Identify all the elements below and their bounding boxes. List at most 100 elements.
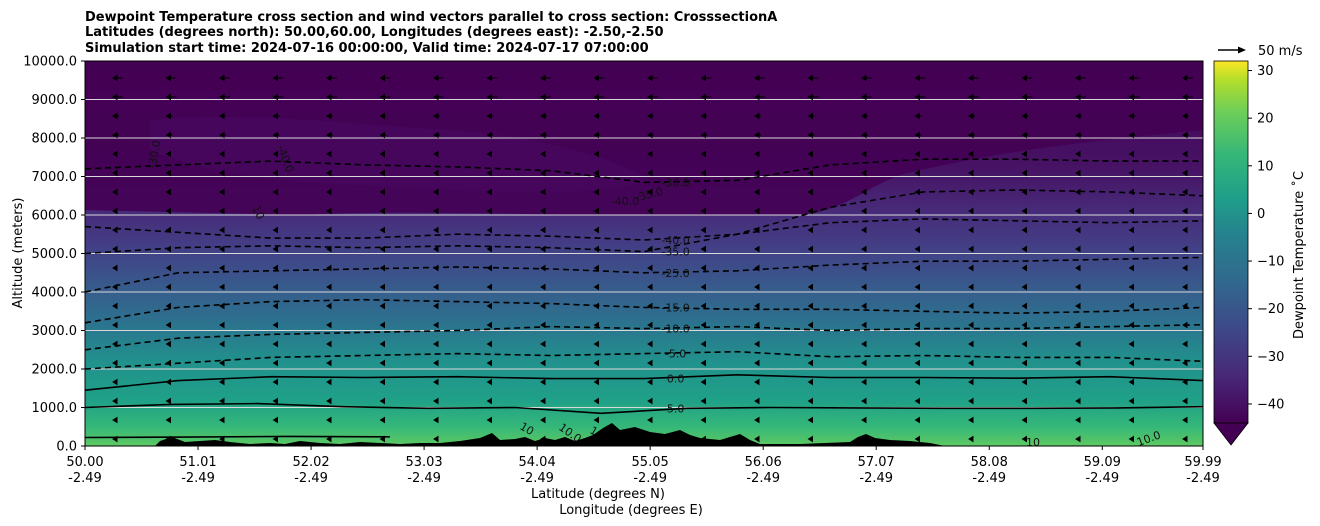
colorbar-tick-label: −20 <box>1257 302 1284 317</box>
wind-vector <box>1021 359 1027 367</box>
wind-vector <box>272 283 278 291</box>
wind-vector <box>914 264 920 272</box>
contour-label: -15.0 <box>661 301 689 314</box>
wind-vector <box>968 207 974 215</box>
contour-line <box>84 350 1204 370</box>
quiver-key-arrowhead <box>1238 46 1246 54</box>
y-axis-label: Altitude (meters) <box>11 198 26 309</box>
wind-vector <box>861 321 867 329</box>
wind-vector <box>861 112 868 120</box>
wind-vector <box>379 131 387 139</box>
wind-vector <box>1021 150 1027 158</box>
wind-vector <box>647 397 653 405</box>
wind-vector <box>486 283 492 291</box>
plot-area: 5.00.0-5.0-10.0-15.0-25.0-35.0-40.0-30.0… <box>84 60 1204 449</box>
wind-vector <box>700 188 706 196</box>
wind-vector <box>433 150 439 158</box>
wind-vector <box>112 226 118 234</box>
wind-vector <box>433 340 439 348</box>
wind-vector <box>486 74 498 82</box>
wind-vector <box>700 150 706 158</box>
wind-vector <box>1182 397 1188 405</box>
wind-vector <box>861 131 868 139</box>
x-tick-label-secondary: -2.49 <box>181 471 215 486</box>
wind-vector <box>807 397 813 405</box>
wind-vector <box>647 264 653 272</box>
wind-vector <box>1075 283 1081 291</box>
wind-vector <box>433 435 439 443</box>
x-axis: 50.00-2.4951.01-2.4952.02-2.4953.03-2.49… <box>66 446 1222 486</box>
wind-vector <box>593 321 599 329</box>
y-axis: 0.0 1000.0 2000.0 3000.0 4000.0 5000.0 6000.0 7… <box>23 55 85 455</box>
x-tick-label: 55.05 <box>632 455 669 470</box>
wind-vector <box>219 302 225 310</box>
wind-vector <box>326 359 332 367</box>
wind-vector <box>807 416 813 424</box>
wind-vector <box>1021 74 1033 82</box>
wind-vector <box>219 397 225 405</box>
wind-vector <box>1182 340 1188 348</box>
contour-label: -30.0 <box>146 139 164 169</box>
wind-vector <box>1182 169 1188 177</box>
wind-vector <box>914 74 926 82</box>
wind-vector <box>861 74 872 82</box>
wind-vector <box>219 150 225 158</box>
wind-vector <box>861 245 867 253</box>
wind-vector <box>486 340 492 348</box>
wind-vector <box>1075 169 1081 177</box>
wind-vector <box>1128 321 1134 329</box>
wind-vector <box>326 74 337 82</box>
wind-vector <box>593 226 599 234</box>
wind-vector <box>486 188 492 196</box>
wind-vector <box>165 283 171 291</box>
y-tick-label: 9000.0 <box>32 93 78 108</box>
wind-vector <box>540 378 546 386</box>
contour-label: -40.0 <box>661 234 689 247</box>
wind-vector <box>1182 283 1188 291</box>
wind-vector <box>326 435 332 443</box>
wind-vector <box>914 112 922 120</box>
wind-vector <box>1182 359 1188 367</box>
wind-vector <box>593 169 599 177</box>
wind-vector <box>807 93 819 101</box>
wind-vector <box>754 397 760 405</box>
wind-vector <box>272 112 280 120</box>
contour-label: -40.0 <box>611 195 639 208</box>
wind-vector <box>540 264 546 272</box>
wind-vector <box>219 283 225 291</box>
wind-vector <box>1075 226 1081 234</box>
wind-vector <box>1075 245 1081 253</box>
wind-vector <box>379 359 385 367</box>
wind-vector <box>112 340 118 348</box>
wind-vector <box>1075 188 1081 196</box>
wind-vector <box>486 207 492 215</box>
wind-vector <box>861 93 872 101</box>
wind-vector <box>326 378 332 386</box>
x-tick-label-secondary: -2.49 <box>1186 471 1220 486</box>
wind-vector <box>1182 321 1188 329</box>
wind-vector <box>593 74 605 82</box>
wind-vector <box>807 378 813 386</box>
colorbar-tick-label: 0 <box>1257 207 1265 222</box>
wind-vector <box>486 245 492 253</box>
wind-vector <box>1128 359 1134 367</box>
x-tick-label: 58.08 <box>971 455 1008 470</box>
wind-vector <box>540 93 551 101</box>
wind-vector <box>219 74 230 82</box>
wind-vector <box>486 226 492 234</box>
wind-vector <box>486 264 492 272</box>
wind-vector <box>968 283 974 291</box>
wind-vector <box>379 93 391 101</box>
wind-vector <box>112 416 118 424</box>
wind-vector <box>807 188 813 196</box>
wind-vector <box>700 245 706 253</box>
wind-vector <box>968 226 974 234</box>
wind-vector <box>807 169 813 177</box>
wind-vector <box>165 188 171 196</box>
wind-vector <box>165 302 171 310</box>
wind-vector <box>112 283 118 291</box>
wind-vector <box>593 150 599 158</box>
wind-vector <box>272 150 278 158</box>
contour-line <box>84 323 1204 351</box>
x-tick-label: 59.09 <box>1084 455 1121 470</box>
